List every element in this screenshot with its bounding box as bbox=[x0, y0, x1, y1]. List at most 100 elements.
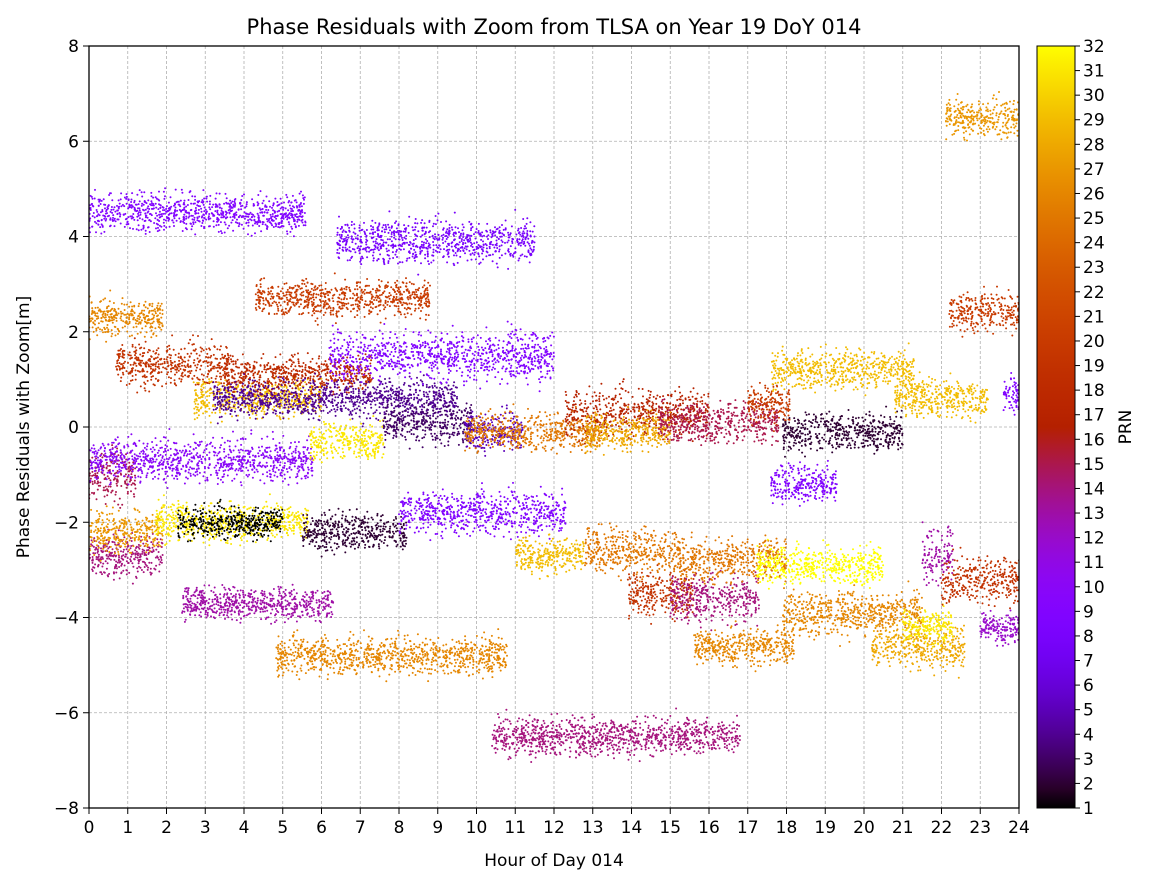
data-point bbox=[279, 448, 281, 450]
data-point bbox=[305, 477, 307, 479]
data-point bbox=[167, 361, 169, 363]
data-point bbox=[177, 500, 179, 502]
data-point bbox=[247, 523, 249, 525]
data-point bbox=[186, 521, 188, 523]
data-point bbox=[135, 322, 137, 324]
data-point bbox=[202, 412, 204, 414]
data-point bbox=[170, 454, 172, 456]
data-point bbox=[210, 530, 212, 532]
data-point bbox=[175, 510, 177, 512]
data-point bbox=[194, 211, 196, 213]
data-point bbox=[102, 551, 104, 553]
data-point bbox=[117, 374, 119, 376]
data-point bbox=[153, 321, 155, 323]
data-point bbox=[238, 518, 240, 520]
data-point bbox=[198, 460, 200, 462]
data-point bbox=[290, 442, 292, 444]
data-point bbox=[160, 459, 162, 461]
data-point bbox=[219, 372, 221, 374]
data-point bbox=[151, 371, 153, 373]
data-point bbox=[130, 355, 132, 357]
data-point bbox=[141, 319, 143, 321]
data-point bbox=[114, 552, 116, 554]
data-point bbox=[196, 417, 198, 419]
data-point bbox=[248, 222, 250, 224]
data-point bbox=[130, 473, 132, 475]
data-point bbox=[243, 506, 245, 508]
data-point bbox=[238, 459, 240, 461]
data-point bbox=[106, 462, 108, 464]
data-point bbox=[97, 552, 99, 554]
data-point bbox=[149, 231, 151, 233]
data-point bbox=[266, 462, 268, 464]
data-point bbox=[209, 392, 211, 394]
data-point bbox=[208, 395, 210, 397]
data-point bbox=[304, 224, 306, 226]
data-point bbox=[147, 351, 149, 353]
data-point bbox=[124, 213, 126, 215]
data-point bbox=[183, 533, 185, 535]
data-point bbox=[267, 447, 269, 449]
data-point bbox=[170, 506, 172, 508]
data-point bbox=[234, 408, 236, 410]
data-point bbox=[223, 448, 225, 450]
data-point bbox=[184, 369, 186, 371]
data-point bbox=[151, 318, 153, 320]
data-point bbox=[166, 358, 168, 360]
data-point bbox=[155, 335, 157, 337]
data-point bbox=[132, 206, 134, 208]
data-point bbox=[203, 542, 205, 544]
data-point bbox=[158, 528, 160, 530]
data-point bbox=[228, 206, 230, 208]
data-point bbox=[213, 454, 215, 456]
data-point bbox=[135, 458, 137, 460]
data-point bbox=[213, 366, 215, 368]
data-point bbox=[112, 217, 114, 219]
data-point bbox=[243, 527, 245, 529]
data-point bbox=[217, 384, 219, 386]
data-point bbox=[303, 453, 305, 455]
data-point bbox=[145, 325, 147, 327]
data-point bbox=[177, 525, 179, 527]
data-point bbox=[106, 307, 108, 309]
data-point bbox=[122, 570, 124, 572]
data-point bbox=[297, 475, 299, 477]
data-point bbox=[178, 356, 180, 358]
data-point bbox=[247, 216, 249, 218]
data-point bbox=[182, 518, 184, 520]
data-point bbox=[134, 538, 136, 540]
data-point bbox=[238, 528, 240, 530]
data-point bbox=[126, 528, 128, 530]
data-point bbox=[223, 382, 225, 384]
data-point bbox=[270, 507, 272, 509]
data-point bbox=[297, 511, 299, 513]
data-point bbox=[127, 221, 129, 223]
data-point bbox=[111, 206, 113, 208]
data-point bbox=[233, 478, 235, 480]
data-point bbox=[131, 313, 133, 315]
data-point bbox=[280, 213, 282, 215]
data-point bbox=[230, 531, 232, 533]
data-point bbox=[115, 366, 117, 368]
data-point bbox=[227, 533, 229, 535]
data-point bbox=[106, 555, 108, 557]
data-point bbox=[221, 210, 223, 212]
data-point bbox=[248, 515, 250, 517]
data-point bbox=[227, 354, 229, 356]
data-point bbox=[218, 224, 220, 226]
data-point bbox=[256, 469, 258, 471]
data-point bbox=[194, 213, 196, 215]
data-point bbox=[257, 194, 259, 196]
data-point bbox=[92, 461, 94, 463]
data-point bbox=[269, 493, 271, 495]
data-point bbox=[209, 195, 211, 197]
data-point bbox=[152, 478, 154, 480]
data-point bbox=[155, 365, 157, 367]
data-point bbox=[157, 322, 159, 324]
data-point bbox=[132, 537, 134, 539]
data-point bbox=[169, 525, 171, 527]
data-point bbox=[102, 331, 104, 333]
data-point bbox=[124, 565, 126, 567]
data-point bbox=[121, 303, 123, 305]
data-point bbox=[279, 473, 281, 475]
